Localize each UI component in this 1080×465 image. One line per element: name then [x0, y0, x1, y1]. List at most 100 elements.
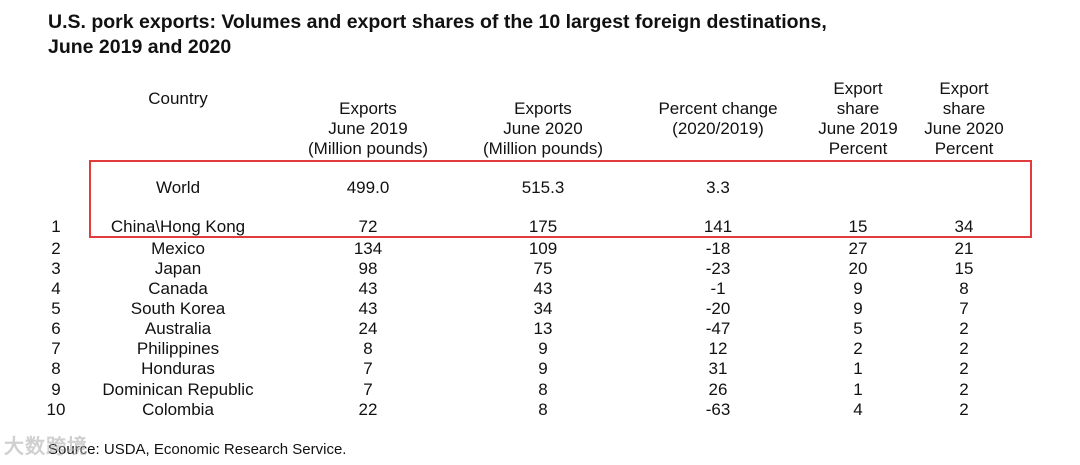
- table-row: 10 Colombia 22 8 -63 4 2: [0, 400, 1080, 420]
- exports-2020: 109: [528, 239, 558, 258]
- world-country: World: [155, 178, 201, 197]
- header-line: June 2019: [328, 119, 408, 138]
- share-2020: 34: [954, 217, 974, 236]
- header-exports-2019: Exports June 2019 (Million pounds): [308, 99, 428, 159]
- exports-2019: 7: [363, 380, 373, 399]
- world-exports-2019: 499.0: [346, 178, 390, 197]
- share-2019: 15: [848, 217, 868, 236]
- share-2019: 1: [853, 359, 863, 378]
- share-2020: 2: [959, 339, 969, 358]
- exports-2020: 9: [538, 339, 548, 358]
- header-line: Percent change: [658, 99, 778, 118]
- exports-2019: 22: [358, 400, 378, 419]
- country: China\Hong Kong: [110, 217, 246, 236]
- country: Colombia: [142, 400, 214, 419]
- exports-2019: 43: [358, 279, 378, 298]
- header-line: share: [942, 99, 986, 118]
- country: Australia: [144, 319, 212, 338]
- rank: 1: [51, 217, 61, 236]
- exports-2020: 8: [538, 380, 548, 399]
- header-line: Export: [939, 79, 989, 98]
- table-row: 3 Japan 98 75 -23 20 15: [0, 259, 1080, 279]
- exports-2020: 13: [533, 319, 553, 338]
- exports-2019: 72: [358, 217, 378, 236]
- country: Philippines: [136, 339, 220, 358]
- header-line: Export: [833, 79, 883, 98]
- watermark: 大数跨境: [4, 436, 88, 458]
- header-line: June 2020: [503, 119, 583, 138]
- share-2019: 9: [853, 299, 863, 318]
- share-2020: 2: [959, 380, 969, 399]
- exports-2019: 8: [363, 339, 373, 358]
- rank: 7: [51, 339, 61, 358]
- percent-change: -47: [705, 319, 731, 338]
- highlight-box: [89, 160, 1032, 238]
- share-2020: 2: [959, 359, 969, 378]
- percent-change: -20: [705, 299, 731, 318]
- exports-2020: 9: [538, 359, 548, 378]
- header-line: (2020/2019): [672, 119, 764, 138]
- percent-change: 141: [703, 217, 733, 236]
- table-row: 2 Mexico 134 109 -18 27 21: [0, 239, 1080, 259]
- header-line: share: [836, 99, 880, 118]
- share-2020: 8: [959, 279, 969, 298]
- exports-2020: 43: [533, 279, 553, 298]
- country: Mexico: [151, 239, 205, 258]
- rank: 4: [51, 279, 61, 298]
- percent-change: -18: [705, 239, 731, 258]
- rank: 3: [51, 259, 61, 278]
- share-2019: 20: [848, 259, 868, 278]
- header-line: Percent: [934, 139, 994, 158]
- table-row: 4 Canada 43 43 -1 9 8: [0, 279, 1080, 299]
- header-exports-2020: Exports June 2020 (Million pounds): [483, 99, 603, 159]
- share-2020: 2: [959, 400, 969, 419]
- percent-change: -23: [705, 259, 731, 278]
- header-line: Percent: [828, 139, 888, 158]
- percent-change: -1: [710, 279, 726, 298]
- table-row: 7 Philippines 8 9 12 2 2: [0, 339, 1080, 359]
- header-line: June 2020: [924, 119, 1004, 138]
- table-row: 9 Dominican Republic 7 8 26 1 2: [0, 380, 1080, 400]
- exports-2019: 24: [358, 319, 378, 338]
- exports-2020: 34: [533, 299, 553, 318]
- table-row: 5 South Korea 43 34 -20 9 7: [0, 299, 1080, 319]
- share-2019: 5: [853, 319, 863, 338]
- header-percent-change: Percent change (2020/2019): [658, 99, 777, 139]
- percent-change: 26: [708, 380, 728, 399]
- share-2019: 9: [853, 279, 863, 298]
- header-line: Exports: [514, 99, 572, 118]
- country: Canada: [148, 279, 208, 298]
- share-2019: 1: [853, 380, 863, 399]
- source-note: Source: USDA, Economic Research Service.: [48, 441, 347, 458]
- exports-2019: 134: [353, 239, 383, 258]
- header-line: Exports: [339, 99, 397, 118]
- exports-2019: 98: [358, 259, 378, 278]
- country: South Korea: [130, 299, 226, 318]
- exports-2020: 75: [533, 259, 553, 278]
- country: Dominican Republic: [102, 380, 254, 399]
- world-percent-change: 3.3: [706, 178, 730, 197]
- rank: 9: [51, 380, 61, 399]
- exports-2019: 7: [363, 359, 373, 378]
- rank: 10: [46, 400, 66, 419]
- share-2020: 7: [959, 299, 969, 318]
- share-2020: 2: [959, 319, 969, 338]
- table-row: 6 Australia 24 13 -47 5 2: [0, 319, 1080, 339]
- share-2019: 27: [848, 239, 868, 258]
- percent-change: 31: [708, 359, 728, 378]
- percent-change: 12: [708, 339, 728, 358]
- exports-2020: 8: [538, 400, 548, 419]
- table-row: 8 Honduras 7 9 31 1 2: [0, 359, 1080, 379]
- share-2019: 4: [853, 400, 863, 419]
- header-share-2020: Export share June 2020 Percent: [924, 79, 1003, 159]
- rank: 6: [51, 319, 61, 338]
- share-2019: 2: [853, 339, 863, 358]
- header-line: (Million pounds): [483, 139, 603, 158]
- share-2020: 15: [954, 259, 974, 278]
- rank: 2: [51, 239, 61, 258]
- country: Japan: [154, 259, 202, 278]
- world-exports-2020: 515.3: [521, 178, 565, 197]
- exports-2020: 175: [528, 217, 558, 236]
- page-title: U.S. pork exports: Volumes and export sh…: [48, 11, 827, 58]
- header-country: Country: [148, 89, 208, 108]
